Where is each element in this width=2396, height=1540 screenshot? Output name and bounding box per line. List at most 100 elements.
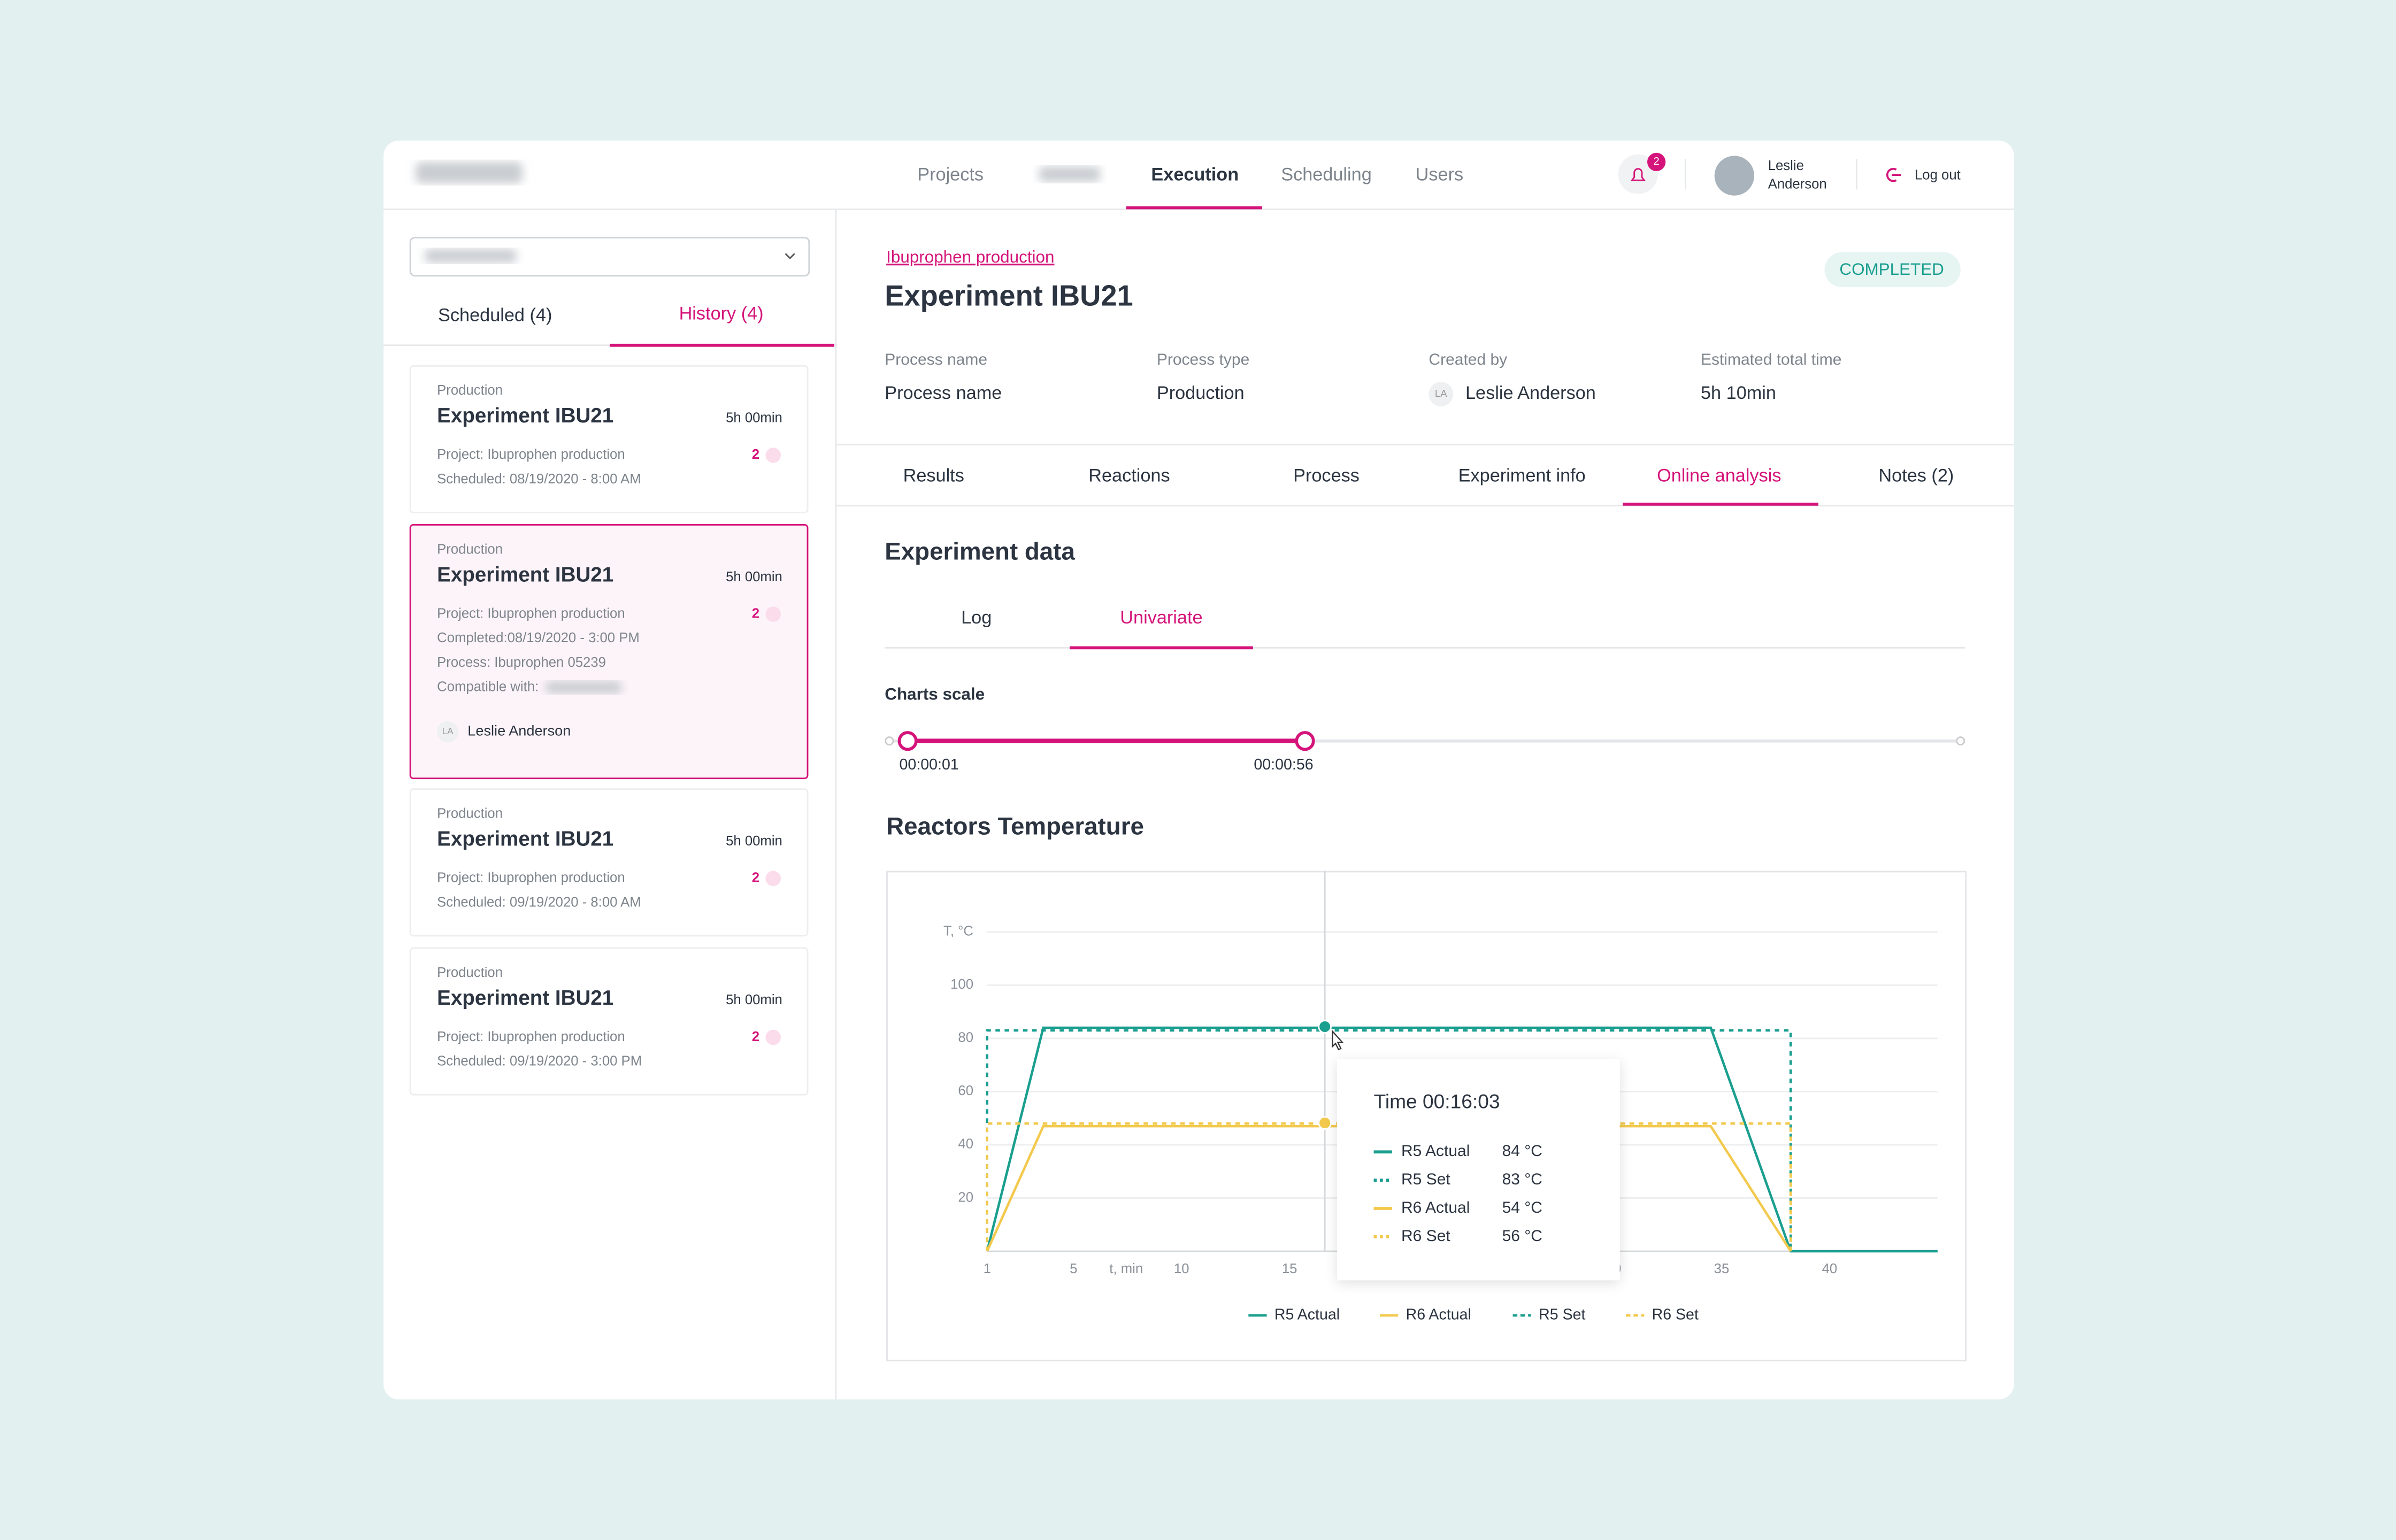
slider-handle[interactable] <box>897 731 918 751</box>
x-tick-label: 40 <box>1822 1261 1838 1276</box>
card-title[interactable]: Experiment IBU21 <box>437 828 613 851</box>
nav-item[interactable]: Scheduling <box>1281 165 1372 185</box>
select-value <box>425 249 517 263</box>
y-tick-label: 100 <box>950 977 973 992</box>
info-value: Leslie Anderson <box>1465 383 1596 403</box>
status: COMPLETED <box>1839 260 1944 279</box>
tab[interactable]: Scheduled (4) <box>438 305 552 325</box>
card-count: 2 <box>752 1029 759 1044</box>
card-title[interactable]: Experiment IBU21 <box>437 563 613 586</box>
tooltip-title: Time 00:16:03 <box>1374 1090 1500 1113</box>
tab[interactable]: History (4) <box>679 304 764 324</box>
user-name: Leslie <box>1768 158 1804 173</box>
card-line: Scheduled: 09/19/2020 - 8:00 AM <box>437 895 641 910</box>
card-duration: 5h 00min <box>726 411 782 426</box>
count-dot <box>765 871 781 887</box>
logout[interactable]: Log out <box>1915 167 1961 182</box>
tooltip-name: R5 Set <box>1401 1171 1450 1188</box>
tab[interactable]: Online analysis <box>1657 465 1781 486</box>
assignee: Leslie Anderson <box>467 722 571 739</box>
info-label: Created by <box>1429 351 1507 368</box>
card-title[interactable]: Experiment IBU21 <box>437 404 613 427</box>
card-project: Project: Ibuprophen production <box>437 447 625 462</box>
tooltip-value: 84 °C <box>1502 1142 1542 1160</box>
x-axis-label: t, min <box>1109 1261 1143 1276</box>
card-category: Production <box>437 542 503 557</box>
tooltip <box>1337 1059 1620 1281</box>
subtab[interactable]: Univariate <box>1120 607 1202 628</box>
tooltip-name: R6 Set <box>1401 1227 1450 1245</box>
tooltip-value: 83 °C <box>1502 1171 1542 1188</box>
x-tick-label: 10 <box>1174 1261 1189 1276</box>
card-duration: 5h 00min <box>726 992 782 1007</box>
card-title[interactable]: Experiment IBU21 <box>437 987 613 1010</box>
card-line: Process: Ibuprophen 05239 <box>437 655 606 670</box>
nav-item[interactable]: Projects <box>917 165 984 185</box>
slider-end <box>885 736 894 746</box>
subtab[interactable]: Log <box>961 607 992 628</box>
experiment-card <box>409 788 809 937</box>
x-tick-label: 35 <box>1714 1261 1730 1276</box>
cursor <box>1332 1029 1344 1051</box>
card-project: Project: Ibuprophen production <box>437 1029 625 1044</box>
badge <box>1647 152 1666 171</box>
info-value: 5h 10min <box>1701 383 1776 403</box>
card-line: Compatible with: <box>437 680 539 695</box>
card-category: Production <box>437 383 503 398</box>
card-duration: 5h 00min <box>726 834 782 849</box>
y-axis-label: T, °C <box>943 924 973 939</box>
experiment-card <box>409 524 809 780</box>
tooltip-name: R6 Actual <box>1401 1199 1470 1216</box>
page-title: Experiment IBU21 <box>885 279 1133 312</box>
legend-label: R6 Actual <box>1406 1306 1471 1323</box>
tooltip-value: 56 °C <box>1502 1227 1542 1245</box>
logo <box>416 161 523 183</box>
tab[interactable]: Process <box>1293 465 1360 486</box>
card-line: Completed:08/19/2020 - 3:00 PM <box>437 630 640 645</box>
slider-handle[interactable] <box>1295 731 1315 751</box>
scale-label: 00:00:01 <box>900 756 959 773</box>
info-label: Process type <box>1157 351 1249 368</box>
tab[interactable]: Reactions <box>1088 465 1170 486</box>
card-category: Production <box>437 965 503 980</box>
nav-item[interactable]: Execution <box>1151 165 1239 185</box>
info-label: Process name <box>885 351 987 368</box>
count-dot <box>765 448 781 463</box>
tab[interactable]: Results <box>903 465 964 486</box>
tooltip-name: R5 Actual <box>1401 1142 1470 1160</box>
count-dot <box>765 606 781 622</box>
card-line: Scheduled: 09/19/2020 - 3:00 PM <box>437 1054 642 1069</box>
section-title: Experiment data <box>885 537 1075 565</box>
user-name: Anderson <box>1768 177 1827 192</box>
card-count: 2 <box>752 871 759 886</box>
select[interactable] <box>409 236 810 277</box>
info-value: Process name <box>885 383 1002 403</box>
badge-count: 2 <box>1654 156 1660 167</box>
card-category: Production <box>437 806 503 821</box>
assignee-avatar <box>437 721 459 743</box>
series-line <box>986 1026 1938 1253</box>
card-line: Scheduled: 08/19/2020 - 8:00 AM <box>437 472 641 487</box>
x-tick-label: 15 <box>1282 1261 1297 1276</box>
tab[interactable]: Experiment info <box>1458 465 1586 486</box>
x-tick-label: 5 <box>1070 1261 1077 1276</box>
nav-item[interactable]: Users <box>1416 165 1463 185</box>
legend-label: R5 Actual <box>1274 1306 1340 1323</box>
info-value: Production <box>1157 383 1245 403</box>
breadcrumb[interactable]: Ibuprophen production <box>886 248 1054 266</box>
info-label: Estimated total time <box>1701 351 1841 368</box>
card-duration: 5h 00min <box>726 569 782 584</box>
tab[interactable]: Notes (2) <box>1878 465 1954 486</box>
logout-icon <box>1886 167 1901 182</box>
initials: LA <box>442 726 454 736</box>
count-dot <box>765 1029 781 1045</box>
scale-label: 00:00:56 <box>1254 756 1313 773</box>
creator-avatar <box>1429 382 1454 406</box>
chevron <box>785 253 795 259</box>
chart-title: Reactors Temperature <box>886 813 1144 840</box>
hover-dot <box>1318 1020 1332 1034</box>
slider-end <box>1956 736 1965 746</box>
experiment-card <box>409 947 809 1096</box>
blurred-nav <box>1039 166 1101 182</box>
tooltip-value: 54 °C <box>1502 1199 1542 1216</box>
